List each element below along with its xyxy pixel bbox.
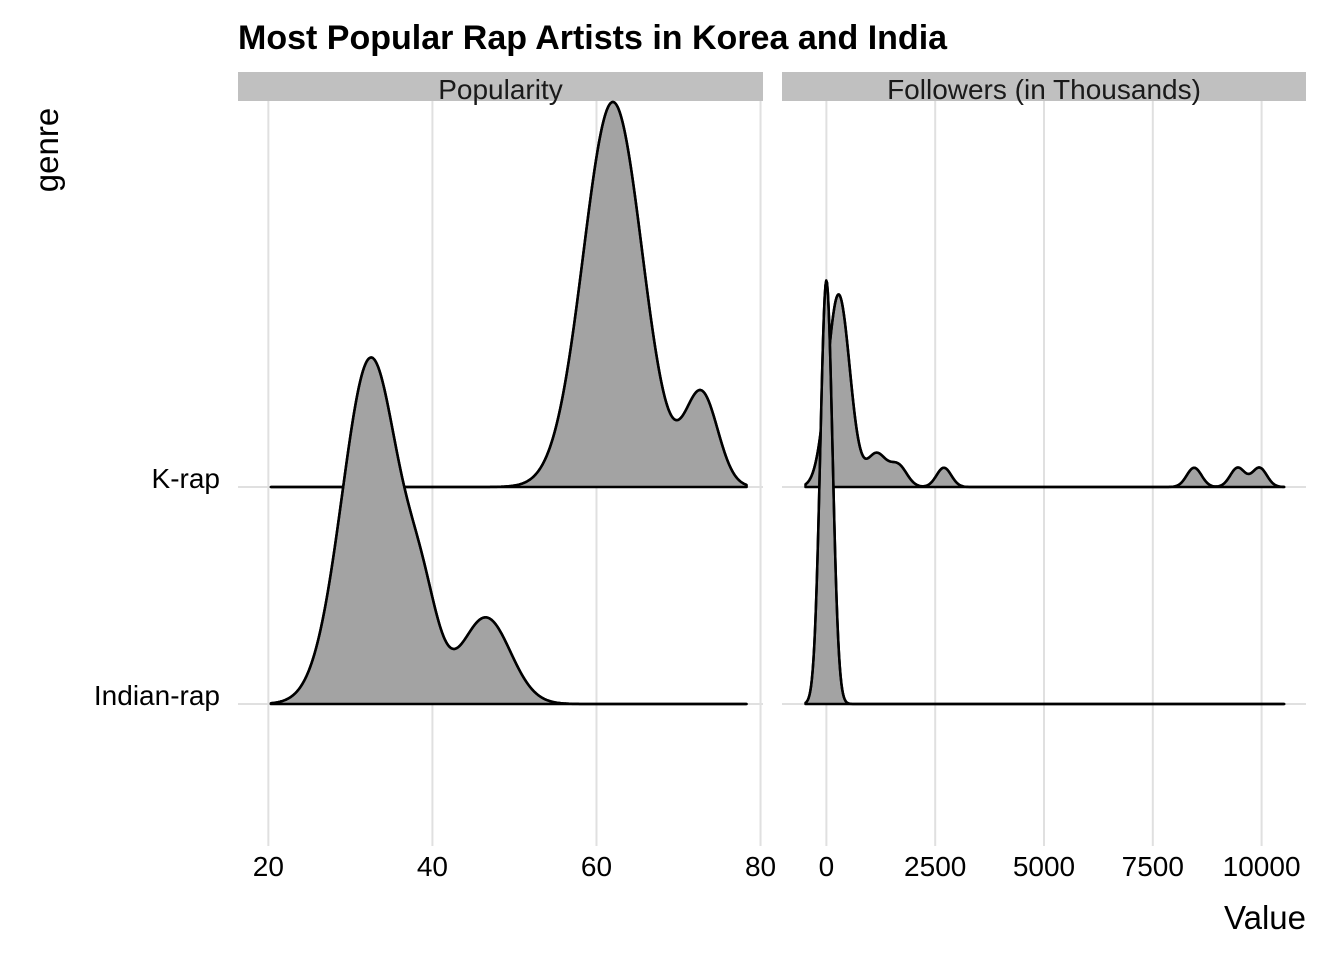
facet-panel: Followers (in Thousands) 0 2500 5000 7500 100… [782, 72, 1306, 882]
ridge-area-indian-rap [269, 356, 748, 706]
ridge-area-k-rap [269, 100, 748, 489]
x-tick-label: 10000 [1223, 851, 1301, 882]
y-tick-label: Indian-rap [94, 680, 220, 711]
facet-strip-label: Popularity [438, 74, 563, 105]
chart-title: Most Popular Rap Artists in Korea and In… [238, 19, 948, 57]
facet-strip [782, 72, 1306, 101]
ridge-line-indian-rap [804, 279, 1285, 706]
x-tick-label: 40 [417, 851, 448, 882]
x-tick-label: 7500 [1122, 851, 1184, 882]
facet-strip [238, 72, 763, 101]
x-tick-label: 2500 [904, 851, 966, 882]
x-tick-label: 20 [253, 851, 284, 882]
facet-strip-label: Followers (in Thousands) [887, 74, 1201, 105]
ridge-line-k-rap [804, 293, 1285, 489]
x-axis-title: Value [1224, 899, 1306, 936]
x-tick-label: 60 [581, 851, 612, 882]
x-tick-label: 80 [745, 851, 776, 882]
x-tick-label: 0 [819, 851, 835, 882]
y-tick-label: K-rap [152, 463, 220, 494]
x-tick-label: 5000 [1013, 851, 1075, 882]
ridge-line-indian-rap [270, 356, 748, 706]
facet-panel: Popularity 20 40 60 80 [238, 72, 776, 882]
y-axis-title: genre [28, 108, 65, 192]
